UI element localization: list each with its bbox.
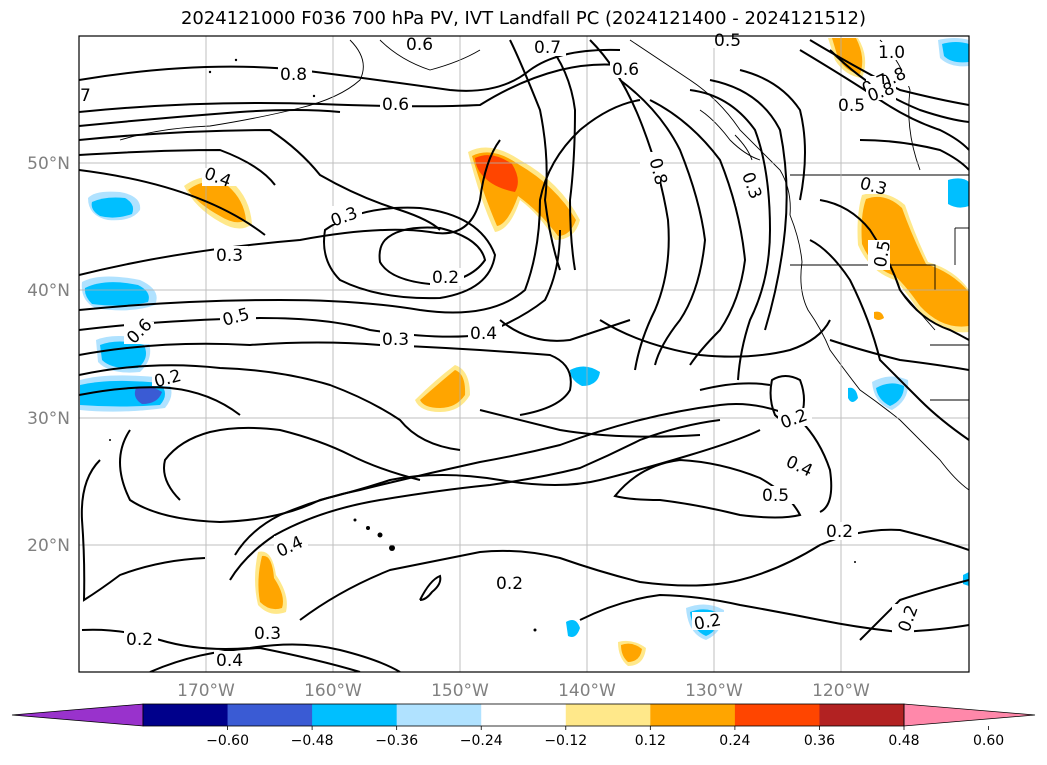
colorbar-tick-label: 0.12 <box>635 733 666 749</box>
colorbar-tick-label: 0.48 <box>888 733 919 749</box>
contour-label: 0.6 <box>612 60 639 80</box>
colorbar: −0.60 −0.48 −0.36 −0.24 −0.12 0.12 0.24 0.36 0.4… <box>11 703 1036 749</box>
map-title: 2024121000 F036 700 hPa PV, IVT Landfall… <box>180 8 867 29</box>
lon-label: 130°W <box>685 681 743 701</box>
colorbar-tick-label: −0.36 <box>375 733 418 749</box>
contour-label: 0.3 <box>254 624 281 644</box>
pv-contours <box>79 39 969 672</box>
contour-label: 0.7 <box>534 38 561 58</box>
longitude-labels: 170°W 160°W 150°W 140°W 130°W 120°W <box>177 681 870 701</box>
contour-label: 0.4 <box>470 324 497 344</box>
ivt-shading <box>80 38 969 666</box>
contour-label: 0.2 <box>826 522 853 542</box>
contour-label: 0.6 <box>406 35 433 55</box>
contour-label: 0.8 <box>280 65 307 85</box>
lon-label: 160°W <box>304 681 362 701</box>
contour-label: 0.3 <box>382 330 409 350</box>
contour-label: 0.2 <box>432 268 459 288</box>
contour-label: 7 <box>80 86 91 106</box>
colorbar-tick-label: −0.48 <box>291 733 334 749</box>
colorbar-frame <box>142 703 905 727</box>
lon-label: 140°W <box>558 681 616 701</box>
colorbar-segment <box>396 704 482 726</box>
graticule <box>79 36 969 672</box>
colorbar-segment <box>734 704 820 726</box>
contour-label: 0.6 <box>382 95 409 115</box>
contour-label: 0.3 <box>216 246 243 266</box>
contour-label: 0.2 <box>693 610 723 634</box>
latitude-labels: 50°N 40°N 30°N 20°N <box>27 154 70 556</box>
colorbar-tick-label: 0.60 <box>973 733 1004 749</box>
lat-label: 40°N <box>27 281 70 301</box>
lat-label: 50°N <box>27 154 70 174</box>
lon-label: 120°W <box>812 681 870 701</box>
colorbar-segment <box>650 704 736 726</box>
colorbar-tick-label: 0.24 <box>719 733 750 749</box>
coastlines <box>119 39 969 491</box>
colorbar-tick-label: 0.36 <box>804 733 835 749</box>
colorbar-tick-label: −0.24 <box>460 733 503 749</box>
colorbar-segment <box>227 704 313 726</box>
colorbar-segment <box>143 704 229 726</box>
contour-label: 1.0 <box>878 43 905 63</box>
islands <box>109 58 856 632</box>
plot-frame <box>78 35 970 673</box>
contour-label: 0.5 <box>762 486 789 506</box>
lat-label: 30°N <box>27 409 70 429</box>
contour-label: 0.5 <box>714 31 741 51</box>
contour-label: 0.5 <box>838 96 865 116</box>
contour-label: 0.5 <box>871 239 895 269</box>
colorbar-segment <box>481 704 567 726</box>
contour-labels: 0.6 0.7 0.5 1.0 0.8 0.7 0.8 0.5 0.6 7 0.… <box>80 31 923 671</box>
contour-label: 0.2 <box>496 574 523 594</box>
colorbar-segment <box>565 704 651 726</box>
colorbar-tick-label: −0.12 <box>544 733 587 749</box>
colorbar-segment <box>819 704 905 726</box>
lat-label: 20°N <box>27 536 70 556</box>
colorbar-tick-label: −0.60 <box>206 733 249 749</box>
colorbar-segment <box>312 704 398 726</box>
colorbar-extend-high <box>903 703 1036 727</box>
contour-label: 0.2 <box>126 630 153 650</box>
colorbar-extend-low <box>11 703 144 727</box>
lon-label: 170°W <box>177 681 235 701</box>
lon-label: 150°W <box>431 681 489 701</box>
contour-label: 0.4 <box>216 651 243 671</box>
